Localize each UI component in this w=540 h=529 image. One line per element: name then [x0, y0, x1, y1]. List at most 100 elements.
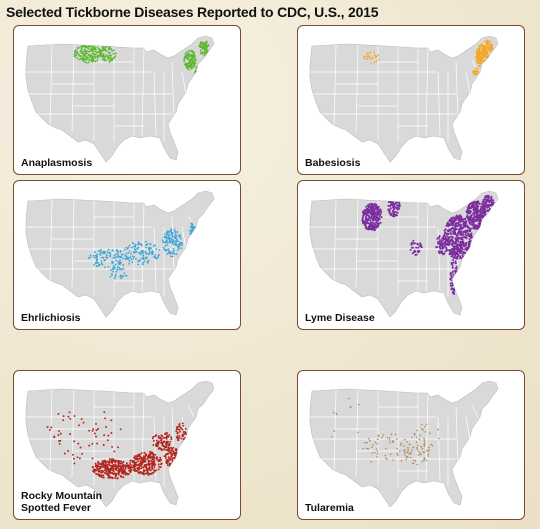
panel-label: Babesiosis	[305, 157, 361, 169]
case-dot	[199, 44, 202, 47]
case-dot	[417, 246, 420, 249]
case-dot	[378, 209, 381, 212]
case-dot	[164, 244, 167, 247]
case-dot	[58, 429, 60, 432]
case-dot	[134, 243, 136, 246]
case-dot	[125, 246, 127, 249]
case-dot	[427, 453, 430, 456]
case-dot	[393, 206, 396, 208]
case-dot	[397, 454, 399, 457]
case-dot	[450, 252, 453, 255]
case-dot	[134, 248, 137, 251]
case-dot	[453, 249, 456, 252]
case-dot	[119, 467, 122, 470]
case-dot	[88, 429, 91, 432]
case-dot	[366, 214, 369, 217]
case-dot	[120, 268, 122, 271]
case-dot	[190, 225, 193, 227]
case-dot	[87, 257, 90, 260]
case-dot	[124, 254, 127, 257]
case-dot	[392, 459, 394, 461]
case-dot	[172, 243, 175, 246]
case-dot	[196, 72, 198, 75]
case-dot	[465, 242, 468, 244]
case-dot	[174, 464, 177, 467]
case-dot	[105, 426, 108, 428]
case-dot	[362, 210, 365, 213]
case-dot	[91, 442, 94, 445]
case-dot	[203, 54, 206, 57]
case-dot	[178, 434, 181, 437]
case-dot	[141, 263, 144, 266]
case-dot	[184, 427, 187, 430]
case-dot	[79, 446, 82, 449]
case-dot	[151, 437, 154, 440]
case-dot	[200, 73, 203, 76]
case-dot	[130, 258, 133, 261]
case-dot	[442, 253, 445, 256]
case-dot	[73, 415, 76, 417]
case-dot	[106, 439, 109, 442]
case-dot	[144, 464, 147, 467]
case-dot	[449, 284, 452, 287]
case-dot	[102, 53, 105, 56]
case-dot	[112, 53, 115, 55]
case-dot	[167, 233, 170, 236]
case-dot	[84, 46, 87, 49]
case-dot	[72, 457, 75, 460]
case-dot	[468, 227, 471, 229]
case-dot	[465, 236, 468, 239]
case-dot	[486, 203, 489, 206]
case-dot	[105, 59, 108, 62]
case-dot	[163, 448, 165, 451]
case-dot	[73, 462, 76, 465]
case-dot	[80, 45, 82, 48]
case-dot	[486, 42, 489, 45]
case-dot	[453, 256, 456, 259]
case-dot	[374, 205, 377, 208]
case-dot	[181, 242, 183, 245]
case-dot	[357, 431, 359, 434]
case-dot	[445, 249, 448, 252]
case-dot	[483, 205, 486, 207]
case-dot	[454, 237, 457, 240]
case-dot	[409, 248, 412, 251]
case-dot	[205, 46, 208, 49]
case-dot	[437, 242, 440, 245]
case-dot	[104, 462, 107, 465]
case-dot	[448, 228, 450, 231]
case-dot	[473, 220, 476, 223]
case-dot	[138, 453, 141, 456]
case-dot	[370, 460, 373, 463]
case-dot	[478, 214, 481, 217]
case-dot	[171, 235, 174, 238]
case-dot	[113, 267, 116, 270]
case-dot	[170, 229, 173, 232]
case-dot	[97, 55, 100, 58]
case-dot	[391, 441, 394, 443]
case-dot	[468, 220, 471, 223]
case-dot	[406, 441, 408, 443]
case-dot	[478, 58, 481, 61]
case-dot	[376, 453, 379, 455]
case-dot	[146, 243, 149, 245]
case-dot	[454, 261, 457, 264]
case-dot	[419, 244, 422, 247]
case-dot	[92, 45, 95, 48]
case-dot	[107, 51, 110, 54]
case-dot	[149, 248, 151, 251]
case-dot	[141, 460, 144, 463]
case-dot	[125, 252, 128, 255]
case-dot	[479, 45, 481, 48]
case-dot	[375, 55, 378, 58]
case-dot	[107, 434, 110, 437]
case-dot	[186, 67, 189, 70]
case-dot	[110, 54, 112, 57]
case-dot	[370, 204, 373, 207]
case-dot	[457, 248, 460, 251]
case-dot	[484, 63, 487, 65]
case-dot	[485, 49, 488, 52]
case-dot	[115, 253, 117, 256]
case-dot	[110, 419, 113, 422]
case-dot	[451, 235, 454, 238]
